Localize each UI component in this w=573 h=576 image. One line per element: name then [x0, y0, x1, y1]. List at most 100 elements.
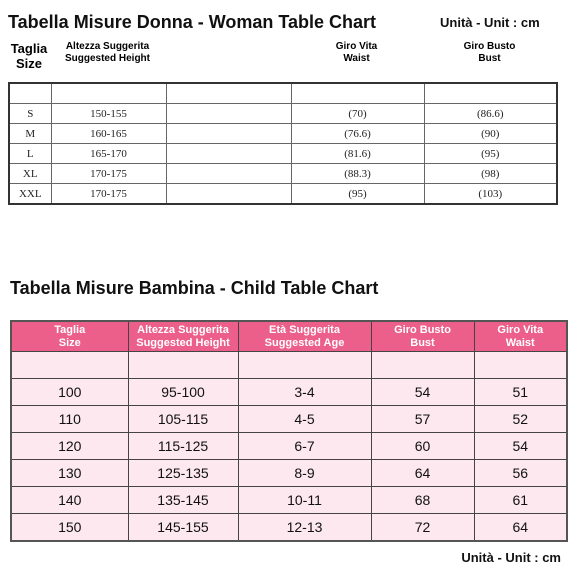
- cell: 51: [473, 378, 568, 406]
- header-cell: Altezza Suggerita Suggested Height: [50, 40, 165, 72]
- woman-title: Tabella Misure Donna - Woman Table Chart: [8, 12, 377, 32]
- cell: 110: [10, 405, 129, 433]
- row: S 150-155 (70) (86.6): [8, 103, 558, 124]
- child-title: Tabella Misure Bambina - Child Table Cha…: [10, 278, 379, 298]
- cell: (98): [423, 163, 558, 184]
- header-it: Altezza Suggerita: [65, 41, 150, 52]
- row: XXL 170-175 (95) (103): [8, 183, 558, 205]
- cell: (81.6): [290, 143, 425, 164]
- header-cell: Giro Vita Waist: [473, 320, 568, 352]
- header-it: Taglia: [10, 41, 48, 56]
- row: M 160-165 (76.6) (90): [8, 123, 558, 144]
- header-en: Waist: [505, 336, 535, 349]
- header-cell: Taglia Size: [8, 40, 50, 72]
- blank-cell: [165, 103, 292, 124]
- header-en: Waist: [343, 53, 370, 64]
- woman-unit: Unità - Unit : cm: [440, 15, 540, 30]
- cell: 140: [10, 486, 129, 514]
- header-cell: Età Suggerita Suggested Age: [237, 320, 372, 352]
- header-en: Suggested Height: [64, 53, 150, 64]
- cell: L: [8, 143, 52, 164]
- cell: 61: [473, 486, 568, 514]
- cell: 130: [10, 459, 129, 487]
- cell: 115-125: [127, 432, 239, 460]
- header-row: Taglia Size Altezza Suggerita Suggested Hei…: [8, 40, 556, 72]
- header-it: Altezza Suggerita: [137, 323, 229, 336]
- cell: 54: [473, 432, 568, 460]
- cell: 160-165: [50, 123, 167, 144]
- child-unit: Unità - Unit : cm: [461, 550, 561, 565]
- cell: 135-145: [127, 486, 239, 514]
- cell: 56: [473, 459, 568, 487]
- cell: 4-5: [237, 405, 372, 433]
- woman-header: Taglia Size Altezza Suggerita Suggested Hei…: [8, 40, 556, 72]
- cell: 64: [370, 459, 475, 487]
- header-cell: Altezza Suggerita Suggested Height: [127, 320, 239, 352]
- cell: 8-9: [237, 459, 372, 487]
- cell: 10-11: [237, 486, 372, 514]
- header-en: Size: [15, 56, 42, 71]
- header-it: Giro Busto: [463, 41, 516, 52]
- header-it: Giro Busto: [394, 323, 451, 336]
- header-it: Giro Vita: [497, 323, 544, 336]
- cell: 145-155: [127, 513, 239, 542]
- row: 150 145-155 12-13 72 64: [10, 513, 568, 542]
- cell: 105-115: [127, 405, 239, 433]
- cell: (95): [423, 143, 558, 164]
- cell: 170-175: [50, 163, 167, 184]
- row: 120 115-125 6-7 60 54: [10, 432, 568, 460]
- cell: 64: [473, 513, 568, 542]
- header-cell: Taglia Size: [10, 320, 129, 352]
- header-row: Taglia Size Altezza Suggerita Suggested Hei…: [10, 320, 568, 352]
- blank-cell: [165, 163, 292, 184]
- header-en: Suggested Age: [264, 336, 345, 349]
- header-en: Size: [58, 336, 81, 349]
- row: L 165-170 (81.6) (95): [8, 143, 558, 164]
- cell: 72: [370, 513, 475, 542]
- header-it: Taglia: [54, 323, 86, 336]
- cell: 6-7: [237, 432, 372, 460]
- cell: 170-175: [50, 183, 167, 205]
- cell: 120: [10, 432, 129, 460]
- empty-row: [10, 351, 568, 379]
- cell: XXL: [8, 183, 52, 205]
- cell: 68: [370, 486, 475, 514]
- blank-cell: [165, 123, 292, 144]
- row: 100 95-100 3-4 54 51: [10, 378, 568, 406]
- blank-cell: [165, 143, 292, 164]
- cell: 57: [370, 405, 475, 433]
- cell: 165-170: [50, 143, 167, 164]
- woman-table: S 150-155 (70) (86.6) M 160-165 (76.6) (90) L 165…: [8, 82, 558, 205]
- row: 110 105-115 4-5 57 52: [10, 405, 568, 433]
- cell: 12-13: [237, 513, 372, 542]
- cell: (86.6): [423, 103, 558, 124]
- row: 130 125-135 8-9 64 56: [10, 459, 568, 487]
- empty-row: [8, 82, 558, 104]
- cell: S: [8, 103, 52, 124]
- header-en: Suggested Height: [136, 336, 230, 349]
- blank-cell: [165, 183, 292, 205]
- header-cell: Giro Busto Bust: [423, 40, 556, 72]
- cell: 52: [473, 405, 568, 433]
- cell: XL: [8, 163, 52, 184]
- cell: 150: [10, 513, 129, 542]
- blank-cell: [165, 40, 290, 72]
- child-table: Taglia Size Altezza Suggerita Suggested Hei…: [10, 320, 568, 542]
- cell: (76.6): [290, 123, 425, 144]
- cell: 95-100: [127, 378, 239, 406]
- header-cell: Giro Vita Waist: [290, 40, 423, 72]
- row: XL 170-175 (88.3) (98): [8, 163, 558, 184]
- cell: 150-155: [50, 103, 167, 124]
- cell: 54: [370, 378, 475, 406]
- cell: 125-135: [127, 459, 239, 487]
- cell: (90): [423, 123, 558, 144]
- header-it: Età Suggerita: [269, 323, 340, 336]
- cell: (70): [290, 103, 425, 124]
- header-cell: Giro Busto Bust: [370, 320, 475, 352]
- cell: 100: [10, 378, 129, 406]
- cell: 3-4: [237, 378, 372, 406]
- cell: (103): [423, 183, 558, 205]
- cell: (88.3): [290, 163, 425, 184]
- row: 140 135-145 10-11 68 61: [10, 486, 568, 514]
